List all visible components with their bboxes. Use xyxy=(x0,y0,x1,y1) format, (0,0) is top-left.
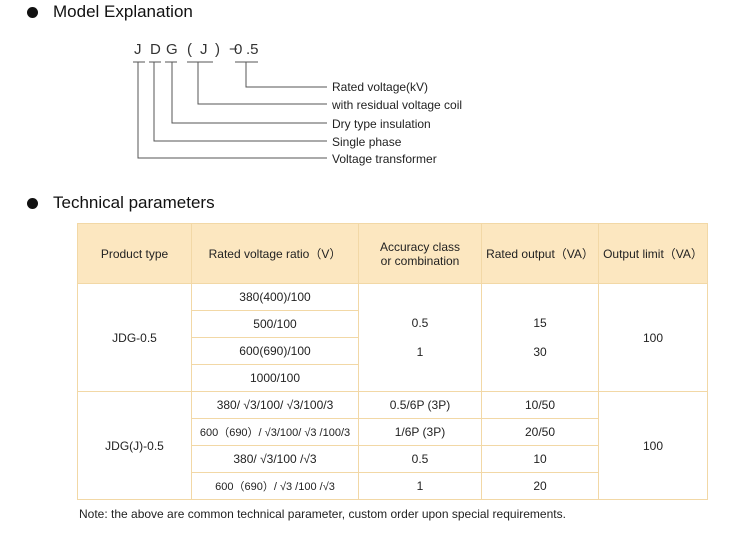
bullet-icon xyxy=(27,197,38,209)
header-accuracy-class: Accuracy class or combination xyxy=(358,223,482,284)
output-cell: 10 xyxy=(481,445,599,473)
ratio-cell: 500/100 xyxy=(191,310,359,338)
output-value: 15 xyxy=(533,315,547,330)
accuracy-cell: 0.5 xyxy=(358,445,482,473)
code-char-dash: − xyxy=(229,41,238,58)
accuracy-cell: 0.5/6P (3P) xyxy=(358,391,482,419)
ratio-cell: 600(690)/100 xyxy=(191,337,359,365)
limit-group1: 100 xyxy=(598,283,708,392)
ratio-cell: 380/ √3/100/ √3/100/3 xyxy=(191,391,359,419)
code-char-j2: J xyxy=(200,41,208,58)
code-char-point-five: .5 xyxy=(246,41,259,58)
table-row: 600（690）/ √3/100/ √3 /100/3 1/6P (3P) 20… xyxy=(78,418,708,446)
parameters-table: Product type Rated voltage ratio（V） Accu… xyxy=(77,223,708,500)
code-char-zero: 0 xyxy=(234,41,243,58)
header-product-type: Product type xyxy=(77,223,192,284)
code-char-g: G xyxy=(166,41,178,58)
code-char-close-paren: ) xyxy=(215,41,220,58)
output-cell: 20 xyxy=(481,472,599,500)
technical-parameters-title: Technical parameters xyxy=(53,193,215,212)
table-row: JDG-0.5 380(400)/100 0.5 1 15 30 100 xyxy=(77,283,708,392)
model-explanation-heading: Model Explanation xyxy=(27,2,193,22)
output-cell: 20/50 xyxy=(481,418,599,446)
code-char-open-paren: ( xyxy=(187,41,192,58)
accuracy-group1: 0.5 1 xyxy=(358,283,482,392)
bullet-icon xyxy=(27,6,38,18)
technical-parameters-heading: Technical parameters xyxy=(27,193,215,213)
output-group1: 15 30 xyxy=(481,283,599,392)
output-value: 30 xyxy=(533,344,547,359)
header-rated-output: Rated output（VA） xyxy=(481,223,599,284)
ratio-cell: 1000/100 xyxy=(191,364,359,392)
table-row: JDG(J)-0.5 380/ √3/100/ √3/100/3 0.5/6P … xyxy=(77,391,708,500)
accuracy-cell: 1 xyxy=(358,472,482,500)
product-jdgj: JDG(J)-0.5 xyxy=(77,391,192,500)
table-header-row: Product type Rated voltage ratio（V） Accu… xyxy=(77,223,708,284)
ratio-cell: 600（690）/ √3 /100 /√3 xyxy=(191,472,359,500)
ratio-cell: 600（690）/ √3/100/ √3 /100/3 xyxy=(191,418,359,446)
label-dry-type: Dry type insulation xyxy=(332,117,431,131)
label-single-phase: Single phase xyxy=(332,135,402,149)
label-rated-voltage: Rated voltage(kV) xyxy=(332,80,429,94)
table-row: 600（690）/ √3 /100 /√3 1 20 xyxy=(78,472,708,500)
code-char-j: J xyxy=(134,41,142,58)
header-output-limit: Output limit（VA） xyxy=(598,223,708,284)
code-char-d: D xyxy=(150,41,161,58)
output-cell: 10/50 xyxy=(481,391,599,419)
ratio-cell: 380/ √3/100 /√3 xyxy=(191,445,359,473)
accuracy-cell: 1/6P (3P) xyxy=(358,418,482,446)
model-explanation-title: Model Explanation xyxy=(53,2,193,21)
accuracy-value: 0.5 xyxy=(411,315,429,330)
product-jdg: JDG-0.5 xyxy=(77,283,192,392)
accuracy-value: 1 xyxy=(416,344,424,359)
table-row: 380/ √3/100 /√3 0.5 10 xyxy=(78,445,708,473)
ratio-cell: 380(400)/100 xyxy=(191,283,359,311)
label-voltage-transformer: Voltage transformer xyxy=(332,152,437,166)
limit-group2: 100 xyxy=(598,391,708,500)
table-row: 500/100 xyxy=(78,310,708,338)
header-rated-voltage-ratio: Rated voltage ratio（V） xyxy=(191,223,359,284)
footnote: Note: the above are common technical par… xyxy=(79,507,566,521)
label-residual-coil: with residual voltage coil xyxy=(332,98,463,112)
table-row: 1000/100 xyxy=(78,364,708,392)
